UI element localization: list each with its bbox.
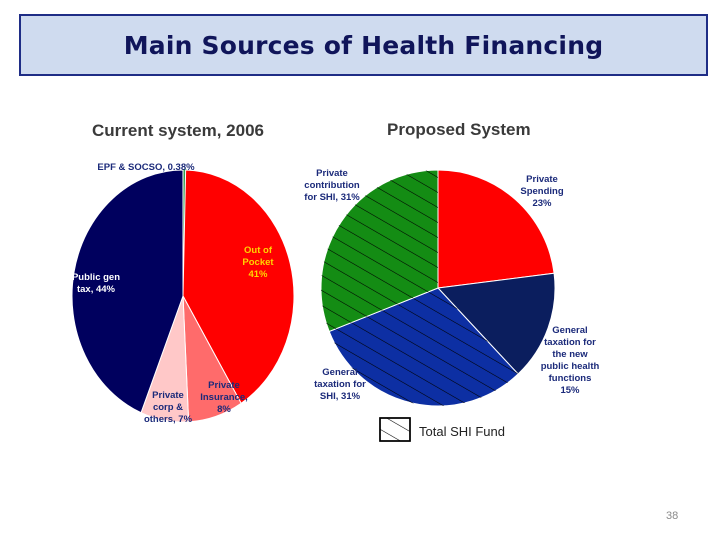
pie0-label-epf-socso-0-38: EPF & SOCSO, 0.38% — [97, 162, 195, 173]
pie1-slice-general — [436, 272, 556, 375]
legend-swatch-hatch — [379, 417, 411, 442]
pie1-label-private: Private contribution for SHI, 31% — [304, 168, 360, 203]
slice-labels: EPF & SOCSO, 0.38% Out of Pocket 41% Private… — [72, 162, 600, 425]
chart-title-proposed: Proposed System — [387, 120, 531, 139]
pie1-slice-private-hatch — [321, 170, 438, 332]
pie0-slice-public-gen — [71, 169, 184, 414]
pie1-label-general: General taxation for the new public health f… — [541, 325, 600, 396]
title-bar: Main Sources of Health Financing — [19, 14, 708, 76]
pie1-slice-private — [437, 169, 555, 289]
pie0-label-out-of: Out of Pocket 41% — [242, 245, 274, 280]
pie0-label-private: Private corp & others, 7% — [144, 390, 193, 425]
pie1-label-general: General taxation for SHI, 31% — [314, 367, 366, 402]
pie1-slice-general-hatch — [329, 288, 519, 406]
chart-title-current: Current system, 2006 — [92, 121, 264, 140]
slide-title: Main Sources of Health Financing — [123, 30, 604, 60]
page-number: 38 — [666, 510, 679, 522]
pie0-label-private: Private Insurance, 8% — [200, 380, 248, 415]
legend: Total SHI Fund — [379, 417, 505, 442]
pie-proposed — [320, 169, 556, 407]
pie0-slice-out-of — [182, 169, 295, 405]
pie1-label-private: Private Spending 23% — [520, 174, 563, 209]
legend-label: Total SHI Fund — [419, 424, 505, 439]
pie-current — [71, 168, 295, 423]
pie0-label-public-gen: Public gen tax, 44% — [72, 272, 120, 295]
